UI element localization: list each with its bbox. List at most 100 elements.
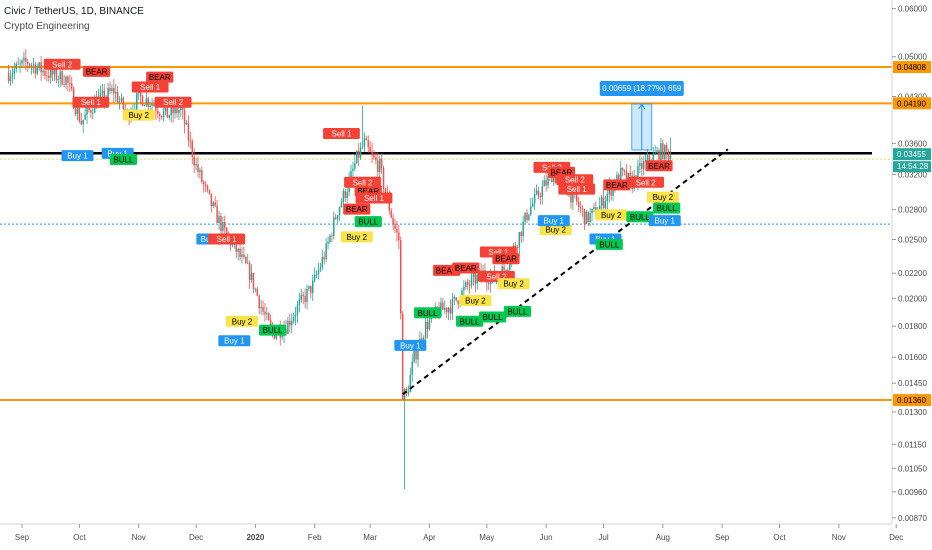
signal-label-bull: BULL — [456, 315, 484, 327]
candle-body — [166, 107, 169, 118]
signal-label-bull: BULL — [478, 311, 507, 323]
level-price-label: 0.04190 — [897, 99, 926, 108]
candle-body — [122, 97, 125, 110]
candle-body — [656, 150, 658, 153]
signal-label-sell: Sell 2 — [556, 174, 594, 186]
signal-label-text: BEAR — [648, 162, 670, 171]
candle-body — [411, 361, 413, 375]
candle-body — [63, 84, 65, 86]
candle-body — [224, 222, 226, 228]
time-tick-label: Nov — [832, 533, 846, 542]
candle-body — [526, 212, 528, 220]
candle-body — [44, 70, 46, 76]
candle-body — [468, 284, 471, 286]
price-tick-label: 0.02000 — [898, 294, 927, 303]
candle-body — [470, 276, 473, 286]
candle-body — [69, 82, 71, 84]
trendline — [402, 148, 729, 396]
candle-body — [547, 176, 549, 186]
signal-label-text: Sell 1 — [567, 185, 588, 194]
signal-label-box — [456, 315, 484, 327]
candle-body — [312, 280, 314, 294]
candle-body — [455, 297, 457, 301]
candle-body — [304, 296, 306, 303]
candle-body — [114, 91, 117, 94]
candle-body — [575, 193, 578, 202]
candle-body — [426, 321, 429, 330]
signal-label-buy1: Buy 1 — [648, 215, 681, 227]
signal-label-text: Sell 1 — [331, 129, 352, 138]
candle-body — [509, 263, 511, 270]
candle-body — [21, 60, 23, 64]
candle-body — [34, 64, 37, 74]
signal-label-text: BEAR — [357, 187, 379, 196]
signal-label-text: Sell 2 — [486, 272, 507, 281]
signal-label-sell: Sell 2 — [627, 176, 665, 188]
candle-body — [84, 114, 86, 120]
candle-body — [644, 159, 647, 162]
candle-body — [55, 68, 58, 80]
signal-label-box — [452, 262, 480, 274]
signal-label-buy1: Buy 1 — [218, 335, 251, 347]
signal-label-bear: BEAR — [603, 179, 631, 191]
candle-body — [302, 294, 304, 297]
candle-body — [216, 205, 218, 223]
candle-body — [646, 155, 649, 160]
candle-body — [86, 107, 88, 115]
candle-body — [665, 145, 668, 151]
candle-body — [99, 93, 102, 98]
candle-body — [222, 222, 224, 232]
signal-label-bull: BULL — [258, 324, 287, 336]
signal-label-bear: BEAR — [83, 65, 111, 77]
price-axis[interactable]: 0.06000 0.05000 0.04300 0.03600 0.03200 0.028… — [891, 0, 932, 550]
candle-body — [28, 64, 31, 66]
candle-body — [648, 155, 651, 163]
time-tick-label: Oct — [73, 533, 86, 542]
candle-body — [9, 76, 12, 82]
candle-body — [444, 307, 446, 310]
candle-body — [449, 307, 452, 314]
candle-body — [356, 150, 358, 164]
chart-title: Civic / TetherUS, 1D, BINANCE — [4, 6, 144, 17]
signal-label-buy1: Buy 1 — [61, 150, 94, 162]
candle-body — [591, 208, 593, 214]
signal-label-text: BULL — [599, 240, 620, 249]
candle-body — [212, 202, 215, 207]
candle-body — [528, 214, 530, 220]
signal-label-bear: BEAR — [492, 253, 520, 265]
signal-label-bull: BULL — [354, 216, 382, 228]
candle-body — [74, 108, 77, 114]
candle-body — [403, 388, 406, 400]
countdown-label: 14:54:28 — [897, 162, 929, 171]
candle-body — [533, 194, 536, 204]
candle-body — [19, 63, 21, 65]
measure-tooltip — [599, 80, 684, 96]
signal-label-box — [503, 305, 532, 317]
time-tick-label: May — [479, 533, 494, 542]
candle-body — [32, 64, 35, 66]
candle-body — [268, 313, 270, 321]
candle-body — [334, 217, 337, 219]
candle-body — [658, 150, 660, 161]
signal-label-box — [537, 215, 570, 227]
candle-body — [136, 93, 138, 110]
time-tick-label: Jul — [598, 533, 608, 542]
signal-label-sell: Sell 1 — [131, 81, 169, 93]
signal-label-sell: Sell 1 — [208, 233, 246, 245]
candle-body — [313, 274, 316, 281]
candle-body — [621, 167, 624, 171]
candle-body — [308, 285, 310, 289]
candle-body — [357, 150, 360, 158]
candle-body — [375, 157, 377, 161]
signal-label-bear: BEAR — [343, 203, 371, 215]
measure-tool: 0.00659 (18.77%) 659 — [599, 80, 684, 151]
candle-body — [325, 243, 327, 260]
level-price-label: 0.01360 — [897, 396, 926, 405]
candle-body — [109, 88, 111, 91]
signal-label-text: BULL — [657, 204, 678, 213]
indicator-name[interactable]: Crypto Engineering — [4, 21, 90, 32]
signal-label-box — [539, 224, 572, 236]
time-axis[interactable]: Sep Oct Nov Dec 2020 Feb Mar Apr May Jun Jul Aug Sep… — [0, 523, 903, 542]
